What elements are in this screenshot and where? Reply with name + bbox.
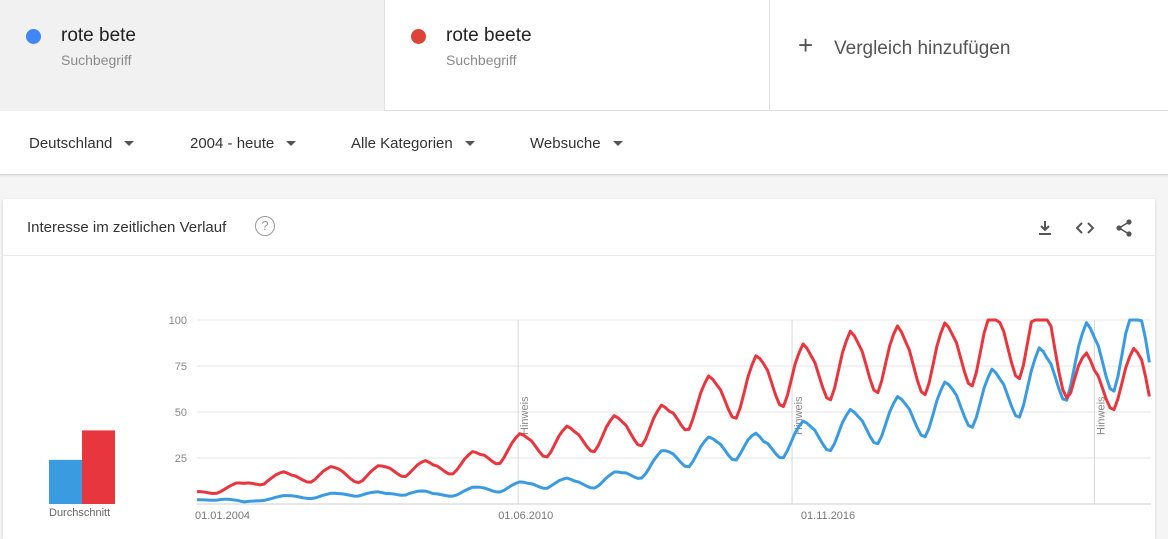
chevron-down-icon (612, 141, 623, 146)
period-label: 2004 - heute (190, 135, 275, 152)
add-comparison-label: Vergleich hinzufügen (834, 38, 1011, 59)
note-label-3: Hinweis (1095, 396, 1107, 435)
category-dropdown[interactable]: Alle Kategorien (351, 135, 475, 152)
period-dropdown[interactable]: 2004 - heute (190, 135, 297, 152)
x-tick-labels: 01.01.2004 01.06.2010 01.11.2016 (195, 510, 855, 522)
category-label: Alle Kategorien (351, 135, 453, 152)
interest-over-time-card: Interesse im zeitlichen Verlauf ? 25 50 75… (3, 199, 1155, 539)
chart-notes: Hinweis Hinweis Hinweis (517, 320, 1107, 504)
add-comparison-button[interactable]: + Vergleich hinzufügen (770, 0, 1168, 111)
plus-icon: + (798, 30, 814, 60)
interest-chart: 25 50 75 100 Hinweis Hinweis Hinweis 01.01.20… (49, 315, 1151, 522)
term-name-2: rote beete (446, 25, 532, 46)
share-icon[interactable] (1114, 218, 1134, 238)
term-card-1[interactable]: rote bete Suchbegriff (0, 0, 385, 111)
filter-bar: Deutschland 2004 - heute Alle Kategorien… (0, 111, 1168, 175)
search-terms-bar: rote bete Suchbegriff rote beete Suchbeg… (0, 0, 1168, 111)
chart-lines (197, 318, 1151, 504)
x-tick-label-2: 01.06.2010 (498, 510, 553, 522)
term-type-2: Suchbegriff (446, 52, 517, 68)
chevron-down-icon (464, 141, 475, 146)
term-color-dot-2 (411, 29, 426, 44)
average-bar-2 (82, 430, 115, 504)
card-header: Interesse im zeitlichen Verlauf ? (3, 199, 1155, 256)
card-title: Interesse im zeitlichen Verlauf (27, 219, 227, 236)
x-tick-label-3: 01.11.2016 (801, 510, 855, 522)
term-name-1: rote bete (61, 25, 136, 46)
y-tick-label-75: 75 (175, 361, 187, 373)
search-type-label: Websuche (530, 135, 601, 152)
series-line-2 (197, 318, 1151, 495)
average-label: Durchschnitt (49, 507, 111, 519)
download-icon[interactable] (1035, 218, 1055, 238)
help-icon[interactable]: ? (255, 216, 275, 236)
search-type-dropdown[interactable]: Websuche (530, 135, 623, 152)
x-tick-label-1: 01.01.2004 (195, 510, 250, 522)
note-label-1: Hinweis (519, 396, 531, 435)
region-label: Deutschland (29, 135, 113, 152)
term-card-2[interactable]: rote beete Suchbegriff (385, 0, 770, 111)
note-label-2: Hinweis (793, 396, 805, 435)
chevron-down-icon (124, 141, 135, 146)
embed-icon[interactable] (1075, 218, 1095, 238)
term-type-1: Suchbegriff (61, 52, 132, 68)
y-tick-label-50: 50 (175, 407, 187, 419)
y-tick-label-25: 25 (175, 453, 187, 465)
average-bar-1 (49, 459, 82, 504)
y-tick-label-100: 100 (169, 315, 187, 327)
average-bars (49, 430, 115, 504)
term-color-dot-1 (26, 29, 41, 44)
series-line-1 (197, 318, 1151, 504)
region-dropdown[interactable]: Deutschland (29, 135, 135, 152)
chevron-down-icon (286, 141, 297, 146)
